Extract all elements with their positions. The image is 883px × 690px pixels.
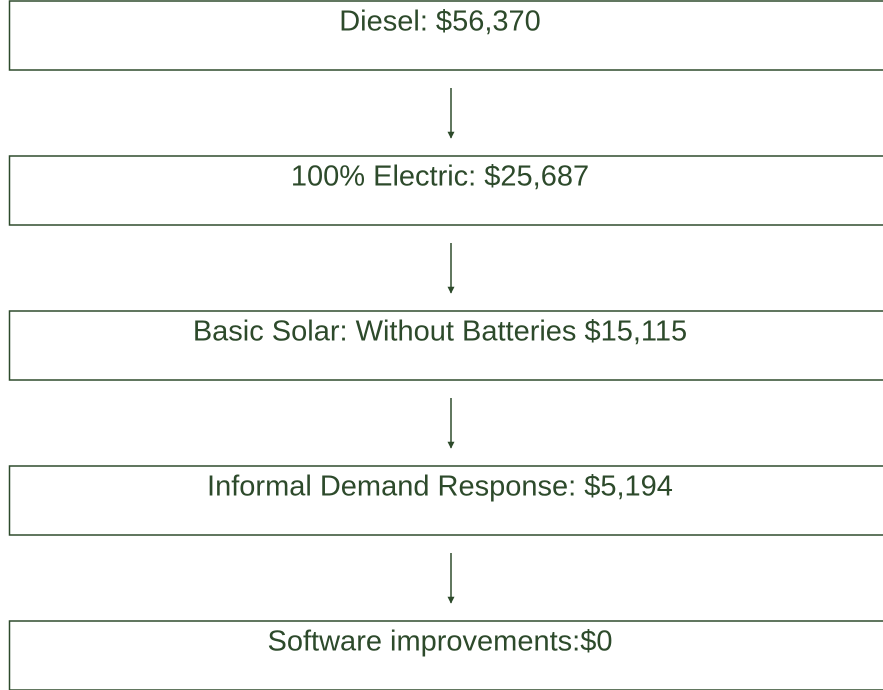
node-box (8, 620, 883, 690)
node-label: Diesel: $56,370 (339, 6, 541, 38)
node-label: Software improvements:$0 (268, 626, 613, 658)
node-label: Basic Solar: Without Batteries $15,115 (193, 316, 687, 348)
node-box (8, 0, 883, 71)
node-label: Informal Demand Response: $5,194 (207, 471, 673, 503)
node-box (8, 465, 883, 536)
node-label: 100% Electric: $25,687 (291, 161, 589, 193)
node-box (8, 310, 883, 381)
node-box (8, 155, 883, 226)
